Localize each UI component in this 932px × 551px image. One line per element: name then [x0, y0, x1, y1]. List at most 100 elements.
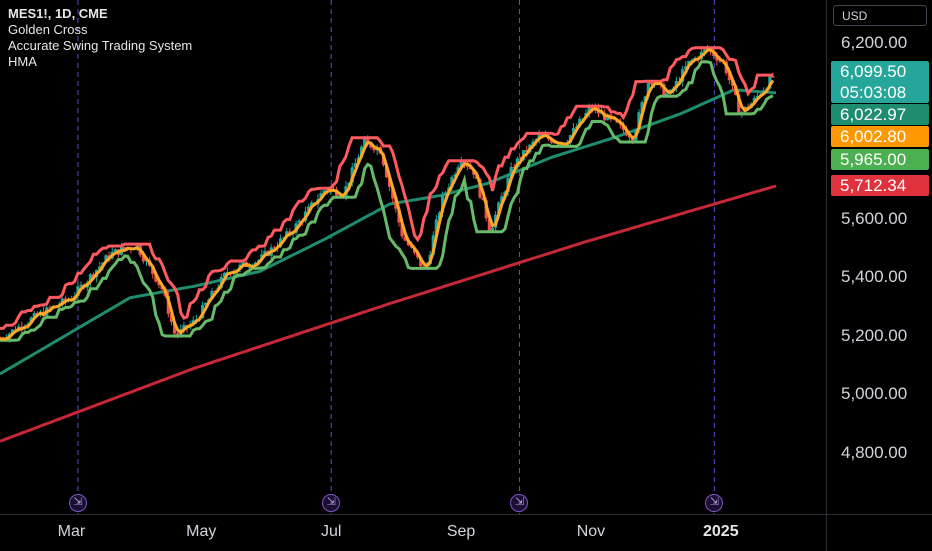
candle-body — [113, 249, 117, 252]
price-tick-label: 6,200.00 — [841, 33, 908, 52]
candle-body — [297, 220, 301, 224]
candle-body — [310, 202, 314, 207]
candle-body — [509, 167, 513, 178]
candle-body — [737, 94, 741, 113]
candle-body — [662, 84, 666, 96]
legend-symbol[interactable]: MES1!, 1D, CME — [8, 6, 108, 21]
legend-indicator-hma[interactable]: HMA — [8, 54, 37, 69]
candle-body — [272, 247, 276, 249]
candle-body — [640, 102, 644, 113]
candle-body — [306, 206, 311, 212]
candle-body — [363, 139, 367, 147]
price-axis[interactable]: USD 6,200.00 5,600.00 5,400.00 5,200.00 5,00… — [826, 0, 932, 514]
price-badge: 6,022.97 — [831, 104, 929, 125]
currency-label: USD — [842, 9, 868, 23]
price-badge: 6,099.50 05:03:08 — [831, 61, 929, 103]
candle-body — [176, 333, 180, 335]
bar-countdown: 05:03:08 — [840, 83, 907, 102]
candle-body — [213, 290, 217, 292]
candle-body — [98, 266, 102, 270]
price-badge: 5,712.34 — [831, 175, 929, 196]
price-tick-label: 4,800.00 — [841, 443, 908, 462]
candle-body — [684, 66, 688, 70]
session-break-icon[interactable]: ⇲ — [705, 494, 724, 512]
candle-body — [182, 325, 186, 330]
candle-body — [353, 163, 357, 168]
candle-body — [32, 313, 36, 318]
candle-body — [241, 262, 245, 265]
candle-body — [487, 218, 491, 231]
candle-body — [637, 112, 641, 131]
candle-body — [665, 93, 669, 96]
candle-body — [104, 255, 108, 263]
swing-system-upper-line — [0, 46, 773, 330]
candle-body — [48, 307, 52, 309]
candle-body — [450, 176, 454, 188]
candle-body — [441, 195, 445, 213]
candle-body — [10, 329, 15, 334]
chart-legend: MES1!, 1D, CME Golden Cross Accurate Swi… — [8, 6, 192, 70]
price-badge-value: 6,002.80 — [840, 127, 907, 146]
candle-body — [702, 49, 707, 52]
legend-indicator-golden-cross[interactable]: Golden Cross — [8, 22, 88, 37]
candle-body — [169, 313, 174, 322]
candle-body — [403, 236, 407, 241]
currency-button[interactable]: USD — [833, 5, 927, 26]
candle-body — [222, 272, 227, 278]
candle-body — [481, 197, 485, 201]
candle-body — [571, 127, 576, 136]
time-tick-label: Sep — [446, 523, 476, 540]
candle-body — [453, 174, 457, 177]
candle-body — [727, 73, 731, 81]
price-badge-value: 5,712.34 — [840, 176, 907, 195]
time-axis[interactable]: Mar May Jul Sep Nov 2025 — [0, 514, 826, 551]
candle-body — [462, 161, 467, 164]
candle-body — [649, 82, 654, 85]
time-tick-label: 2025 — [703, 523, 739, 540]
candle-body — [141, 255, 145, 262]
session-break-icon[interactable]: ⇲ — [68, 494, 87, 512]
candle-body — [490, 227, 495, 231]
candle-body — [715, 56, 719, 61]
time-tick-label: May — [186, 523, 217, 540]
price-badge: 5,965.00 — [831, 149, 929, 170]
candle-body — [384, 165, 389, 178]
hma-line — [0, 48, 775, 341]
candle-body — [204, 302, 208, 305]
candle-body — [444, 192, 448, 196]
axis-corner — [826, 514, 932, 551]
candle-body — [646, 82, 650, 97]
chart-pane[interactable]: MES1!, 1D, CME Golden Cross Accurate Swi… — [0, 0, 826, 514]
candle-body — [500, 196, 504, 203]
candle-body — [531, 141, 535, 145]
candle-body — [755, 95, 760, 98]
candle-body — [478, 178, 482, 198]
candle-body — [768, 76, 772, 89]
candle-body — [282, 237, 286, 239]
time-tick-label: Nov — [576, 523, 606, 540]
price-tick-label: 5,200.00 — [841, 325, 908, 345]
price-badge: 6,002.80 — [831, 126, 929, 147]
price-badge-value: 6,022.97 — [840, 105, 907, 124]
golden-cross-sma-slow-line — [0, 184, 777, 443]
candle-body — [419, 257, 423, 267]
candle-body — [247, 266, 251, 268]
session-break-icon[interactable]: ⇲ — [510, 494, 529, 512]
candle-body — [322, 190, 326, 194]
candle-body — [88, 274, 92, 283]
price-badge-value: 5,965.00 — [840, 150, 907, 169]
candle-body — [172, 321, 177, 334]
price-chart[interactable] — [0, 0, 826, 514]
candle-body — [400, 222, 404, 237]
price-tick-label: 5,000.00 — [841, 384, 908, 404]
session-break-icon[interactable]: ⇲ — [322, 494, 341, 512]
price-tick-label: 5,600.00 — [841, 208, 908, 228]
candle-body — [154, 273, 158, 282]
golden-cross-sma-fast-line — [0, 88, 777, 376]
candle-body — [718, 60, 722, 62]
candle-body — [63, 298, 68, 301]
candle-body — [525, 150, 529, 153]
legend-indicator-swing-system[interactable]: Accurate Swing Trading System — [8, 38, 193, 53]
candle-body — [79, 284, 83, 287]
candle-body — [434, 219, 438, 236]
